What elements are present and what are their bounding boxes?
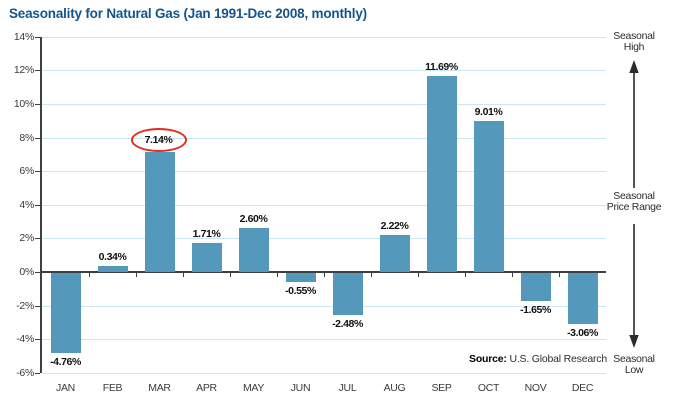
seasonal-high-label: Seasonal High (599, 31, 669, 53)
gridline-6 (42, 171, 606, 173)
y-tick-mark (35, 137, 40, 139)
bar-feb (97, 266, 128, 272)
bar-may (238, 228, 269, 272)
bar-aug (379, 234, 410, 272)
y-tick-mark (35, 305, 40, 307)
x-axis-tick (465, 273, 466, 277)
x-tick-label-jan: JAN (56, 382, 75, 394)
chart-title: Seasonality for Natural Gas (Jan 1991-De… (9, 6, 367, 21)
source-label: Source: (469, 353, 507, 365)
x-axis-tick (230, 273, 231, 277)
y-tick-label-14: 14% (13, 30, 34, 43)
y-tick-label--2: -2% (16, 299, 34, 312)
value-label-sep: 11.69% (425, 60, 458, 73)
y-tick-mark (35, 70, 40, 72)
x-axis-tick (277, 273, 278, 277)
x-axis-tick (371, 273, 372, 277)
x-tick-label-oct: OCT (477, 382, 500, 394)
x-tick-label-nov: NOV (524, 382, 547, 394)
gridline-8 (42, 137, 606, 139)
seasonal-range-arrow-icon (629, 60, 639, 348)
value-label-dec: -3.06% (567, 327, 598, 340)
y-tick-label-4: 4% (19, 198, 34, 211)
seasonal-high-line1: Seasonal (613, 30, 655, 42)
bar-dec (567, 273, 598, 325)
y-tick-mark (35, 171, 40, 173)
x-axis-tick (136, 273, 137, 277)
value-label-feb: 0.34% (98, 251, 127, 264)
x-tick-label-dec: DEC (571, 382, 594, 394)
x-tick-label-jul: JUL (338, 382, 357, 394)
bar-apr (191, 243, 222, 272)
bar-mar (144, 152, 175, 272)
gridline--4 (42, 339, 606, 341)
x-tick-label-may: MAY (242, 382, 265, 394)
bar-jun (285, 273, 316, 283)
y-tick-mark (35, 372, 40, 374)
y-tick-mark (35, 238, 40, 240)
gridline-14 (42, 36, 606, 38)
bar-nov (520, 273, 551, 301)
gridline-4 (42, 204, 606, 206)
bar-oct (473, 120, 504, 272)
value-label-apr: 1.71% (192, 228, 221, 241)
x-axis-tick (89, 273, 90, 277)
x-axis-tick (559, 273, 560, 277)
x-tick-label-feb: FEB (102, 382, 123, 394)
y-tick-label--6: -6% (16, 366, 34, 379)
y-tick-mark (35, 204, 40, 206)
value-label-jul: -2.48% (332, 317, 363, 330)
gridline-10 (42, 104, 606, 105)
seasonal-low-label: Seasonal Low (599, 354, 669, 376)
value-label-aug: 2.22% (380, 219, 409, 232)
y-tick-mark (35, 272, 40, 273)
gridline-12 (42, 70, 606, 72)
gridline--2 (42, 305, 606, 307)
value-label-may: 2.60% (239, 213, 268, 226)
source-text: U.S. Global Research (509, 353, 607, 365)
bar-jan (50, 273, 81, 353)
seasonal-price-range-line2: Price Range (606, 201, 662, 213)
x-axis-tick (183, 273, 184, 277)
bar-sep (426, 75, 457, 272)
y-axis-line (40, 36, 42, 373)
y-tick-label--4: -4% (16, 333, 34, 346)
y-tick-label-10: 10% (13, 98, 34, 110)
y-tick-label-12: 12% (13, 64, 34, 77)
y-tick-label-8: 8% (19, 131, 34, 144)
x-axis-tick (324, 273, 325, 277)
value-label-jan: -4.76% (50, 355, 81, 368)
y-tick-mark (35, 104, 40, 105)
seasonal-low-line1: Seasonal (613, 353, 655, 365)
seasonal-low-line2: Low (624, 364, 644, 376)
x-axis-tick (512, 273, 513, 277)
seasonal-price-range-label: Seasonal Price Range (599, 191, 669, 213)
value-label-nov: -1.65% (520, 303, 551, 316)
seasonal-high-line2: High (623, 41, 645, 53)
gridline--6 (42, 372, 606, 374)
source-line: Source: U.S. Global Research (469, 353, 607, 365)
y-tick-label-0: 0% (19, 266, 34, 278)
value-label-oct: 9.01% (474, 105, 503, 118)
gridline-2 (42, 238, 606, 240)
x-axis-tick (418, 273, 419, 277)
value-label-mar: 7.14% (144, 134, 173, 147)
y-tick-mark (35, 36, 40, 38)
x-tick-label-mar: MAR (148, 382, 171, 394)
y-tick-label-2: 2% (19, 232, 34, 245)
x-tick-label-aug: AUG (383, 382, 406, 394)
bar-jul (332, 273, 363, 315)
highlight-ellipse: 7.14% (130, 128, 187, 153)
y-tick-label-6: 6% (19, 165, 34, 178)
seasonal-price-range-line1: Seasonal (613, 190, 655, 202)
x-tick-label-jun: JUN (290, 382, 311, 394)
x-tick-label-sep: SEP (431, 382, 452, 394)
x-tick-label-apr: APR (196, 382, 217, 394)
value-label-jun: -0.55% (285, 285, 316, 298)
zero-axis-line (40, 271, 606, 273)
y-tick-mark (35, 339, 40, 341)
